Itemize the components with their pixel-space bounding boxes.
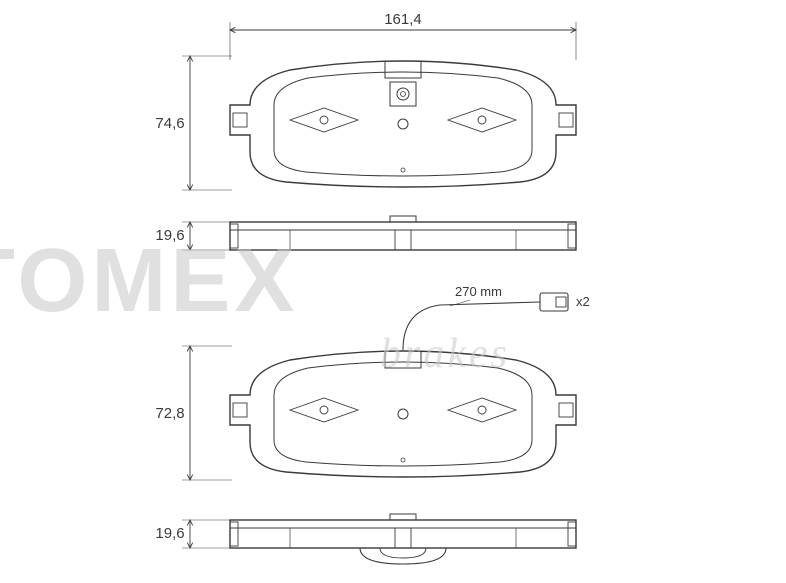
dim-width-top-value: 161,4	[384, 11, 422, 28]
dim-height-top-value: 74,6	[155, 115, 184, 132]
wire-length-label: 270 mm	[455, 284, 502, 299]
watermark-main: TOMEX	[0, 230, 298, 333]
dim-thick-bottom: 19,6	[155, 520, 230, 548]
dim-height-bottom-value: 72,8	[155, 405, 184, 422]
dim-width-top: 161,4	[230, 11, 576, 60]
dim-height-bottom: 72,8	[155, 346, 232, 480]
dim-thick-bottom-value: 19,6	[155, 525, 184, 542]
wire-qty-label: x2	[576, 294, 590, 309]
watermark-sub: brakes	[380, 330, 510, 378]
top-pad-face	[230, 61, 576, 187]
dim-height-top: 74,6	[155, 56, 232, 190]
bottom-pad-side	[230, 514, 576, 564]
